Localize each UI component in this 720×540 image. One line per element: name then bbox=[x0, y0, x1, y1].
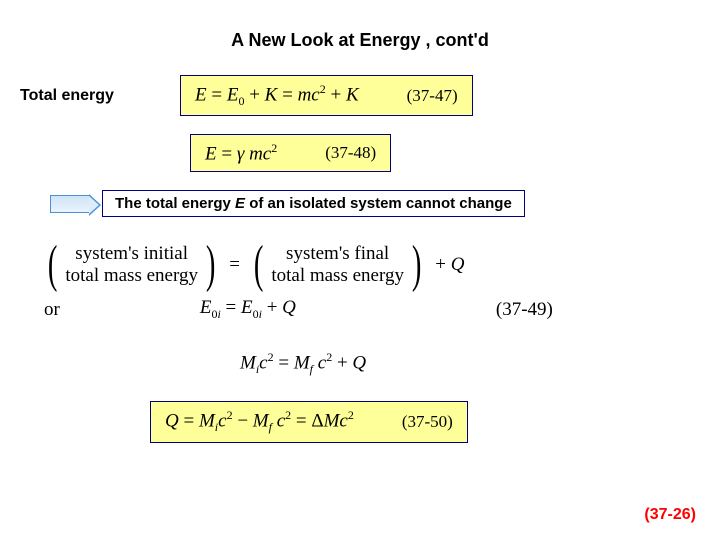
eq-37-50-expr: Q = Mic2 − Mf c2 = ΔMc2 bbox=[165, 408, 354, 435]
conservation-statement: The total energy E of an isolated system… bbox=[102, 190, 525, 217]
eq-37-47-num: (37-47) bbox=[407, 86, 458, 106]
equation-box-37-50: Q = Mic2 − Mf c2 = ΔMc2 (37-50) bbox=[150, 401, 468, 442]
or-eq-37-49: or E0i = E0i + Q (37-49) bbox=[44, 297, 700, 322]
eq-37-49-expr: E0i = E0i + Q bbox=[200, 297, 296, 322]
mass-energy-mc2-line: Mic2 = Mf c2 + Q bbox=[240, 350, 700, 377]
paren-right-bot: total mass energy bbox=[271, 265, 404, 288]
paren-left-bot: total mass energy bbox=[65, 265, 198, 288]
plus-q: + Q bbox=[435, 254, 464, 276]
eq-37-48-num: (37-48) bbox=[325, 143, 376, 163]
paren-left-top: system's initial bbox=[75, 243, 188, 266]
conservation-statement-row: The total energy E of an isolated system… bbox=[50, 190, 700, 217]
equation-box-37-48: E = γ mc2 (37-48) bbox=[190, 134, 391, 172]
equation-box-37-48-wrap: E = γ mc2 (37-48) bbox=[190, 134, 700, 172]
equation-box-37-47: E = E0 + K = mc2 + K (37-47) bbox=[180, 75, 473, 116]
eq-37-48-expr: E = γ mc2 bbox=[205, 141, 277, 165]
page-title: A New Look at Energy , cont'd bbox=[20, 30, 700, 51]
or-label: or bbox=[44, 299, 60, 321]
paren-right-top: system's final bbox=[286, 243, 389, 266]
eq-37-50-num: (37-50) bbox=[402, 412, 453, 432]
total-energy-row: Total energy E = E0 + K = mc2 + K (37-47… bbox=[20, 75, 700, 116]
equals-sign: = bbox=[229, 254, 240, 276]
eq-37-47-expr: E = E0 + K = mc2 + K bbox=[195, 82, 359, 109]
eq-37-49-num: (37-49) bbox=[496, 299, 553, 321]
mass-energy-paren-eq: ( system's initial total mass energy ) =… bbox=[44, 241, 700, 289]
equation-box-37-50-wrap: Q = Mic2 − Mf c2 = ΔMc2 (37-50) bbox=[150, 401, 700, 442]
total-energy-label: Total energy bbox=[20, 87, 150, 105]
arrow-icon bbox=[50, 195, 90, 213]
page-number: (37-26) bbox=[644, 506, 696, 524]
